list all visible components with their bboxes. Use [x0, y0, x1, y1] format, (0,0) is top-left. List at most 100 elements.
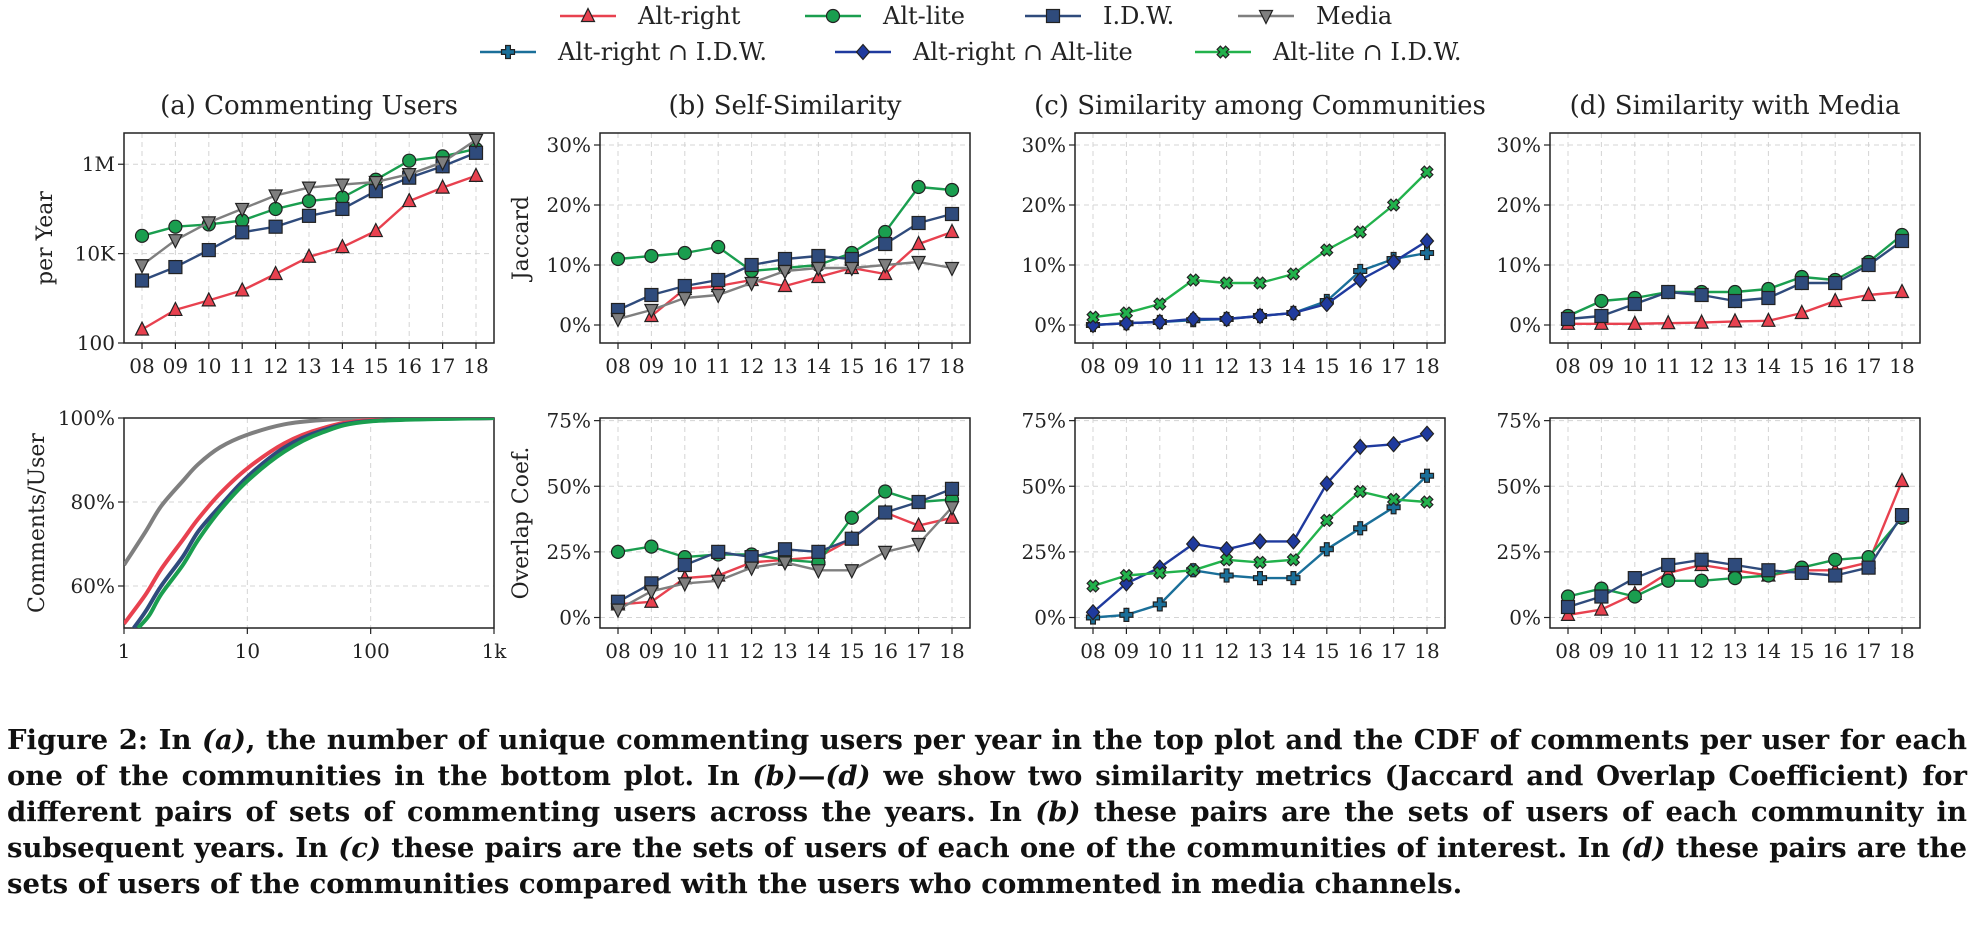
- x-tick-label: 17: [1381, 639, 1406, 663]
- series-group: [124, 418, 494, 628]
- data-point-idw: [878, 505, 893, 520]
- x-tick-label: 13: [772, 354, 797, 378]
- series-line-altright: [650, 230, 953, 317]
- x-tick-label: 13: [1247, 639, 1272, 663]
- data-point-media: [401, 168, 417, 183]
- y-axis-label: Comments/User: [25, 433, 50, 613]
- data-point-ar_al: [1185, 310, 1201, 328]
- data-point-ar_al: [1185, 535, 1201, 553]
- data-point-media: [911, 537, 927, 553]
- caption-part: Figure 2: In: [7, 724, 203, 756]
- data-point-media: [268, 189, 284, 205]
- data-point-idw: [1560, 599, 1576, 615]
- caption-part: (d): [1620, 832, 1666, 864]
- data-point-al_idw: [1286, 553, 1301, 567]
- x-tick-label: 14: [1756, 354, 1781, 378]
- x-tick-label: 09: [1589, 639, 1614, 663]
- data-point-idw: [944, 206, 960, 222]
- panel-b_bot: 08 09 10 11 12 13 14 15 16 17 18 0% 25% 50% 75% Overlap…: [509, 409, 971, 663]
- data-point-idw: [1894, 233, 1910, 249]
- data-point-al_idw: [1219, 553, 1234, 567]
- data-point-ar_idw: [1119, 607, 1134, 622]
- x-tick-label: 17: [1856, 639, 1881, 663]
- data-point-altright: [334, 238, 350, 254]
- y-tick-label: 100%: [58, 406, 115, 430]
- x-tick-label: 13: [1722, 354, 1747, 378]
- data-point-al_idw: [1420, 165, 1434, 179]
- caption-part: (d): [825, 760, 871, 792]
- series-group: [610, 481, 960, 619]
- data-point-ar_idw: [1152, 597, 1167, 612]
- data-point-altright: [1794, 304, 1810, 320]
- x-tick-label: 10: [1147, 354, 1172, 378]
- y-tick-label: 75%: [547, 409, 591, 433]
- data-point-idw: [1894, 508, 1910, 523]
- x-tick-label: 10: [235, 639, 260, 663]
- data-point-idw: [1861, 560, 1876, 575]
- caption-part: (a): [202, 724, 246, 756]
- y-tick-label: 10%: [1497, 253, 1541, 277]
- data-point-altright: [944, 223, 960, 239]
- x-tick-label: 16: [396, 354, 421, 378]
- legend-marker-altlite: [825, 8, 841, 24]
- y-tick-label: 10K: [75, 242, 116, 266]
- x-tick-label: 16: [1822, 354, 1847, 378]
- data-point-idw: [1761, 290, 1776, 306]
- data-point-altlite: [944, 182, 960, 198]
- data-point-ar_al: [1319, 295, 1335, 313]
- data-point-altlite: [878, 484, 893, 499]
- data-point-altright: [134, 320, 150, 336]
- data-point-idw: [811, 544, 826, 559]
- data-point-media: [334, 178, 350, 194]
- y-tick-label: 0%: [1509, 606, 1541, 630]
- legend-label-media: Media: [1316, 2, 1392, 30]
- data-point-idw: [1828, 275, 1843, 291]
- data-point-media: [134, 259, 150, 275]
- data-point-media: [877, 545, 893, 561]
- data-point-idw: [811, 248, 826, 264]
- x-tick-label: 17: [1381, 354, 1406, 378]
- x-tick-label: 11: [229, 354, 254, 378]
- x-tick-label: 09: [639, 639, 664, 663]
- panel-title: (c) Similarity among Communities: [1034, 91, 1486, 121]
- y-tick-label: 0%: [559, 313, 591, 337]
- panel-d_top: 08 09 10 11 12 13 14 15 16 17 18 0% 10% 20% 30% (d) Sim…: [1497, 91, 1921, 378]
- y-tick-label: 75%: [1022, 409, 1066, 433]
- x-tick-label: 12: [263, 354, 288, 378]
- x-tick-label: 09: [639, 354, 664, 378]
- x-tick-label: 13: [1247, 354, 1272, 378]
- x-tick-label: 14: [806, 639, 831, 663]
- panel-b_top: 08 09 10 11 12 13 14 15 16 17 18 0% 10% 20% 30% (b) Sel…: [509, 91, 971, 378]
- data-point-media: [911, 255, 927, 271]
- x-tick-label: 11: [705, 354, 730, 378]
- data-point-idw: [644, 287, 659, 303]
- y-tick-label: 50%: [547, 474, 591, 498]
- x-tick-label: 10: [672, 639, 697, 663]
- data-point-idw: [844, 531, 859, 546]
- data-point-altright: [643, 592, 659, 608]
- x-tick-label: 11: [1180, 354, 1205, 378]
- legend-label-ar_idw: Alt-right ∩ I.D.W.: [557, 38, 767, 66]
- x-tick-label: 11: [1655, 354, 1680, 378]
- data-point-altlite: [134, 228, 150, 243]
- caption-part: , the number of unique commenting users …: [7, 724, 1968, 792]
- data-point-media: [167, 234, 183, 250]
- x-tick-label: 13: [296, 354, 321, 378]
- data-point-media: [677, 577, 693, 593]
- data-point-altlite: [268, 201, 283, 217]
- data-point-al_idw: [1119, 568, 1134, 583]
- data-point-altright: [268, 265, 284, 281]
- data-point-media: [944, 501, 960, 517]
- x-tick-label: 08: [605, 639, 630, 663]
- x-tick-label: 18: [939, 639, 964, 663]
- data-point-ar_al: [1252, 532, 1268, 550]
- data-point-idw: [235, 225, 250, 240]
- data-point-altlite: [402, 153, 417, 168]
- data-point-media: [710, 288, 726, 304]
- data-point-altlite: [911, 179, 926, 195]
- x-tick-label: 18: [1414, 354, 1439, 378]
- caption-part: —: [797, 760, 826, 792]
- data-point-media: [368, 175, 384, 191]
- y-tick-label: 60%: [71, 574, 115, 598]
- data-point-idw: [1627, 571, 1642, 586]
